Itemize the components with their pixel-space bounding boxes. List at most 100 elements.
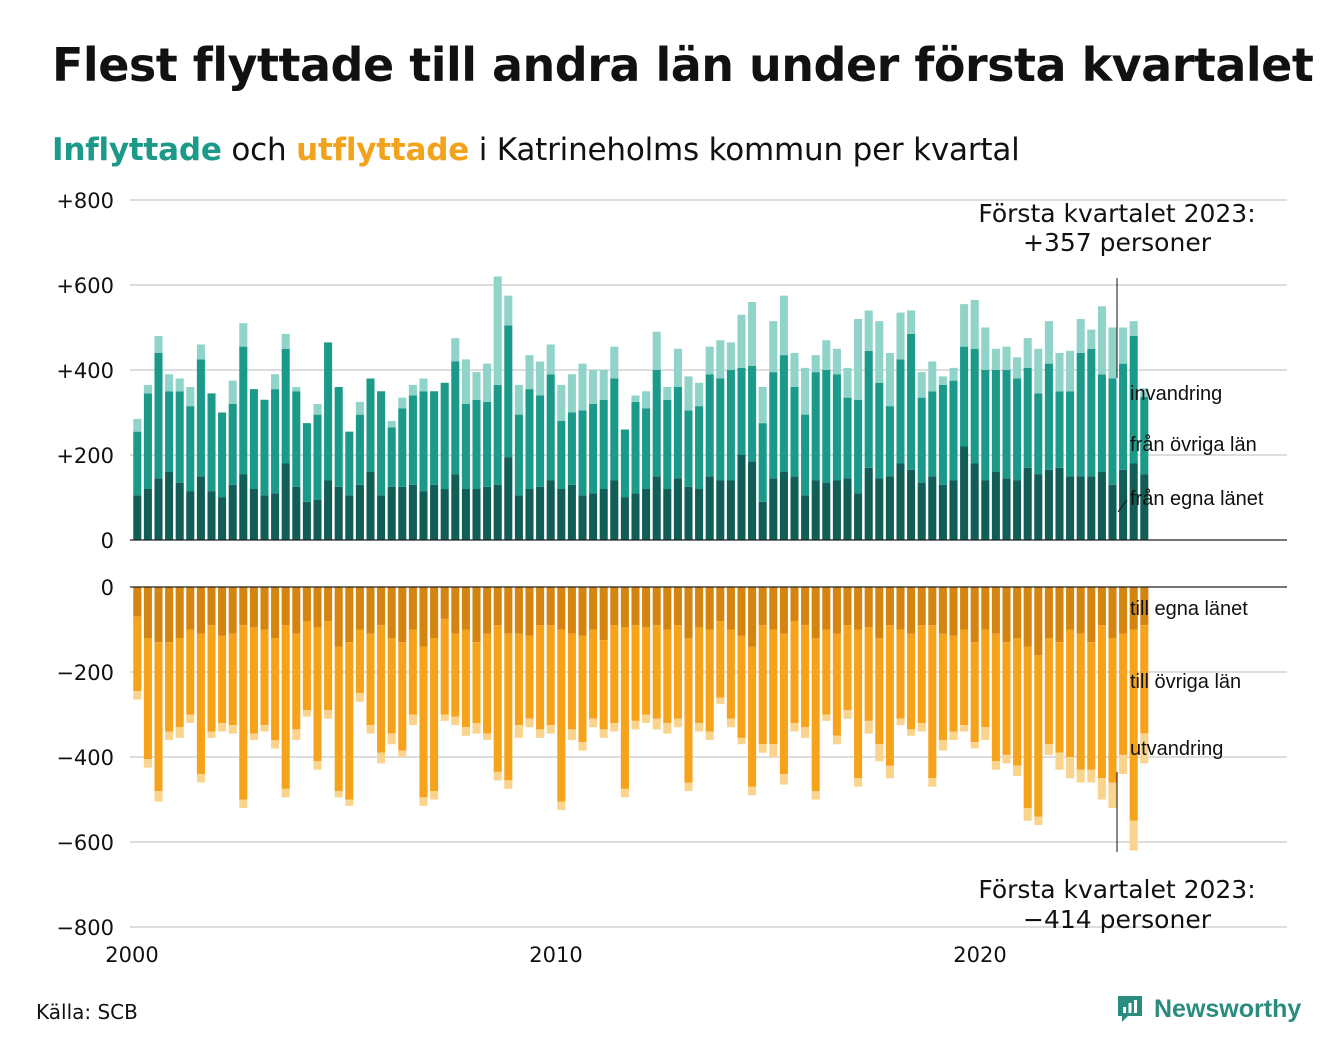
bar-inflow-segment [1140, 396, 1149, 475]
bar-outflow-segment [398, 642, 407, 751]
bar-inflow-segment [451, 361, 460, 475]
bar-outflow-segment [154, 587, 163, 643]
bar-outflow-segment [970, 642, 979, 743]
bar-outflow-segment [1097, 587, 1106, 626]
x-tick-label: 2020 [953, 943, 1006, 967]
annotation-outflow-line2: −414 personer [1023, 905, 1212, 934]
bar-inflow-segment [1013, 357, 1022, 379]
bar-outflow-segment [408, 629, 417, 715]
bar-outflow-segment [133, 587, 142, 617]
bar-inflow-segment [1119, 363, 1128, 470]
bar-outflow-segment [652, 718, 661, 730]
y-tick-label: +800 [56, 189, 114, 213]
brand-name: Newsworthy [1154, 994, 1302, 1023]
bar-outflow-segment [186, 714, 195, 723]
bar-inflow-segment [525, 489, 534, 540]
bar-outflow-segment [885, 625, 894, 766]
source-note: Källa: SCB [36, 1000, 138, 1024]
bar-outflow-segment [726, 587, 735, 630]
bar-outflow-segment [1087, 587, 1096, 643]
bar-inflow-segment [1034, 474, 1043, 541]
bar-outflow-segment [758, 587, 767, 626]
bar-outflow-segment [536, 625, 545, 730]
bar-outflow-segment [748, 646, 757, 787]
bar-inflow-segment [239, 474, 248, 541]
bar-outflow-segment [928, 625, 937, 779]
bar-outflow-segment [514, 725, 523, 738]
bar-outflow-segment [430, 587, 439, 638]
bar-inflow-segment [811, 480, 820, 540]
bar-outflow-segment [175, 587, 184, 638]
bar-outflow-segment [673, 587, 682, 626]
bar-inflow-segment [938, 484, 947, 540]
series-label-inflow: invandring [1130, 383, 1222, 405]
bar-inflow-segment [970, 299, 979, 349]
bar-outflow-segment [684, 782, 693, 791]
bar-outflow-segment [599, 640, 608, 730]
bar-outflow-segment [748, 587, 757, 647]
bar-inflow-segment [991, 472, 1000, 540]
bar-outflow-segment [705, 731, 714, 740]
bar-inflow-segment [907, 333, 916, 470]
subtitle-rest: i Katrineholms kommun per kvartal [478, 132, 1020, 168]
bar-inflow-segment [260, 495, 269, 541]
bar-outflow-segment [758, 625, 767, 745]
bar-outflow-segment [885, 587, 894, 626]
bar-outflow-segment [1013, 765, 1022, 777]
bar-outflow-segment [705, 629, 714, 732]
bar-outflow-segment [1066, 587, 1075, 630]
bar-outflow-segment [302, 710, 311, 717]
bar-inflow-segment [631, 401, 640, 494]
bar-inflow-segment [642, 489, 651, 540]
bar-inflow-segment [779, 472, 788, 540]
bar-outflow-segment [1044, 638, 1053, 745]
bar-outflow-segment [398, 750, 407, 758]
bar-inflow-segment [695, 489, 704, 540]
bar-outflow-segment [196, 587, 205, 634]
bar-inflow-segment [557, 384, 566, 422]
bar-outflow-segment [705, 587, 714, 630]
y-tick-label: 0 [101, 576, 114, 600]
bar-outflow-segment [313, 587, 322, 628]
bar-inflow-segment [705, 346, 714, 375]
bar-outflow-segment [726, 629, 735, 719]
bar-inflow-segment [1129, 463, 1138, 540]
bar-inflow-segment [366, 472, 375, 540]
bar-inflow-segment [864, 467, 873, 540]
bar-inflow-segment [345, 495, 354, 541]
bar-inflow-segment [536, 486, 545, 541]
bar-inflow-segment [705, 476, 714, 540]
bar-outflow-segment [143, 587, 152, 638]
bar-inflow-segment [917, 397, 926, 483]
bar-inflow-segment [472, 399, 481, 489]
bar-outflow-segment [832, 735, 841, 745]
bar-outflow-segment [663, 629, 672, 723]
bar-outflow-segment [737, 737, 746, 745]
bar-inflow-segment [514, 414, 523, 496]
bar-outflow-segment [546, 587, 555, 626]
bar-inflow-segment [1066, 476, 1075, 540]
bar-inflow-segment [642, 408, 651, 489]
bar-outflow-segment [811, 791, 820, 800]
bar-inflow-segment [589, 493, 598, 540]
bar-outflow-segment [186, 629, 195, 715]
bar-inflow-segment [324, 480, 333, 540]
bar-outflow-segment [430, 638, 439, 791]
bar-inflow-segment [1002, 346, 1011, 371]
bar-inflow-segment [1076, 319, 1085, 353]
bar-inflow-segment [186, 387, 195, 407]
bar-inflow-segment [334, 486, 343, 541]
bar-inflow-segment [1013, 480, 1022, 540]
bar-outflow-segment [822, 714, 831, 721]
bar-outflow-segment [642, 587, 651, 628]
bar-outflow-segment [324, 710, 333, 719]
bar-outflow-segment [175, 638, 184, 728]
bar-outflow-segment [451, 587, 460, 634]
bar-inflow-segment [907, 469, 916, 541]
bar-inflow-segment [726, 370, 735, 481]
bar-inflow-segment [334, 387, 343, 487]
bar-outflow-segment [324, 587, 333, 621]
bar-inflow-segment [716, 480, 725, 540]
bar-outflow-segment [461, 727, 470, 736]
bar-inflow-segment [1013, 378, 1022, 481]
